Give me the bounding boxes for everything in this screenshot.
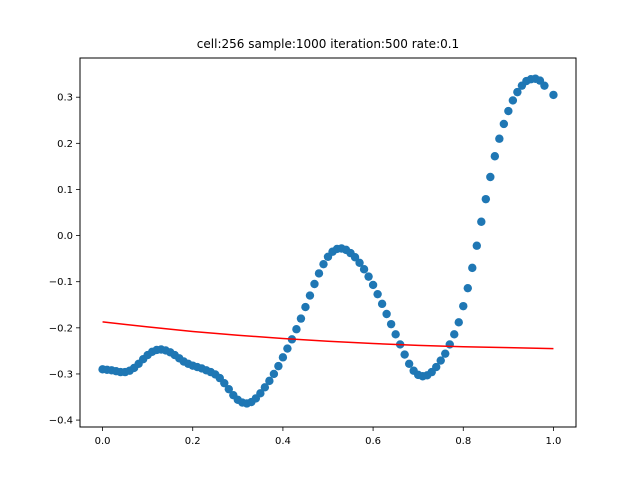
- data-point: [265, 376, 274, 386]
- y-tick-label: 0.2: [57, 139, 73, 150]
- data-point: [450, 330, 459, 339]
- data-point: [292, 325, 301, 334]
- y-tick-label: 0.1: [57, 185, 73, 196]
- data-point: [508, 96, 518, 105]
- y-tick-label: −0.3: [49, 369, 73, 380]
- data-point: [481, 194, 491, 204]
- chart-title: cell:256 sample:1000 iteration:500 rate:…: [197, 37, 459, 51]
- data-point: [224, 384, 233, 394]
- axes-frame: [79, 57, 577, 428]
- data-point: [391, 330, 400, 339]
- data-point: [319, 259, 328, 269]
- data-point: [283, 344, 292, 353]
- data-point: [386, 319, 396, 329]
- data-point: [441, 349, 450, 358]
- plot-marks: [98, 74, 558, 408]
- data-point: [256, 389, 265, 398]
- y-tick-label: 0.0: [57, 231, 73, 242]
- y-tick-label: −0.2: [49, 323, 73, 334]
- data-point: [454, 318, 463, 327]
- data-point: [359, 265, 369, 274]
- data-point: [274, 361, 283, 371]
- data-point: [260, 383, 270, 392]
- data-point: [368, 280, 378, 290]
- y-tick-label: −0.4: [49, 416, 73, 427]
- data-point: [445, 340, 454, 349]
- x-tick-label: 0.8: [455, 436, 471, 447]
- x-tick-label: 0.0: [95, 436, 111, 447]
- data-point: [355, 258, 364, 267]
- data-point: [382, 309, 391, 319]
- data-point: [301, 302, 310, 312]
- data-point: [314, 269, 324, 278]
- data-point: [269, 369, 279, 379]
- data-point: [310, 279, 319, 289]
- data-point: [436, 356, 445, 365]
- x-tick-label: 1.0: [546, 436, 562, 447]
- data-point: [305, 291, 315, 300]
- data-point: [472, 241, 481, 250]
- y-tick-label: −0.1: [49, 277, 73, 288]
- data-point: [350, 253, 360, 262]
- data-point: [499, 119, 509, 129]
- data-point: [490, 152, 500, 161]
- axes: 0.0 0.2 0.4 0.6 0.8 1.0 −0.4 −0.3 −0.2 −0.1 0.0 0.1…: [49, 57, 577, 447]
- data-point: [400, 350, 409, 359]
- data-point: [278, 353, 288, 362]
- data-point: [549, 90, 558, 100]
- data-point: [513, 87, 522, 97]
- data-point: [468, 263, 477, 273]
- plot-area: [98, 74, 558, 408]
- series-line: [102, 321, 554, 350]
- x-tick-label: 0.4: [275, 436, 291, 447]
- data-point: [377, 299, 387, 309]
- data-point: [296, 314, 306, 323]
- data-point: [495, 134, 504, 143]
- data-point: [373, 289, 382, 299]
- data-point: [432, 362, 441, 372]
- y-tick-label: 0.3: [57, 93, 73, 104]
- data-point: [463, 283, 472, 293]
- data-point: [540, 81, 549, 90]
- data-point: [486, 172, 495, 182]
- data-point: [459, 301, 468, 311]
- data-point: [220, 378, 229, 388]
- x-tick-label: 0.2: [185, 436, 201, 447]
- data-point: [477, 217, 486, 226]
- x-tick-label: 0.6: [365, 436, 381, 447]
- data-point: [504, 106, 513, 116]
- data-point: [404, 359, 414, 369]
- data-point: [364, 272, 373, 281]
